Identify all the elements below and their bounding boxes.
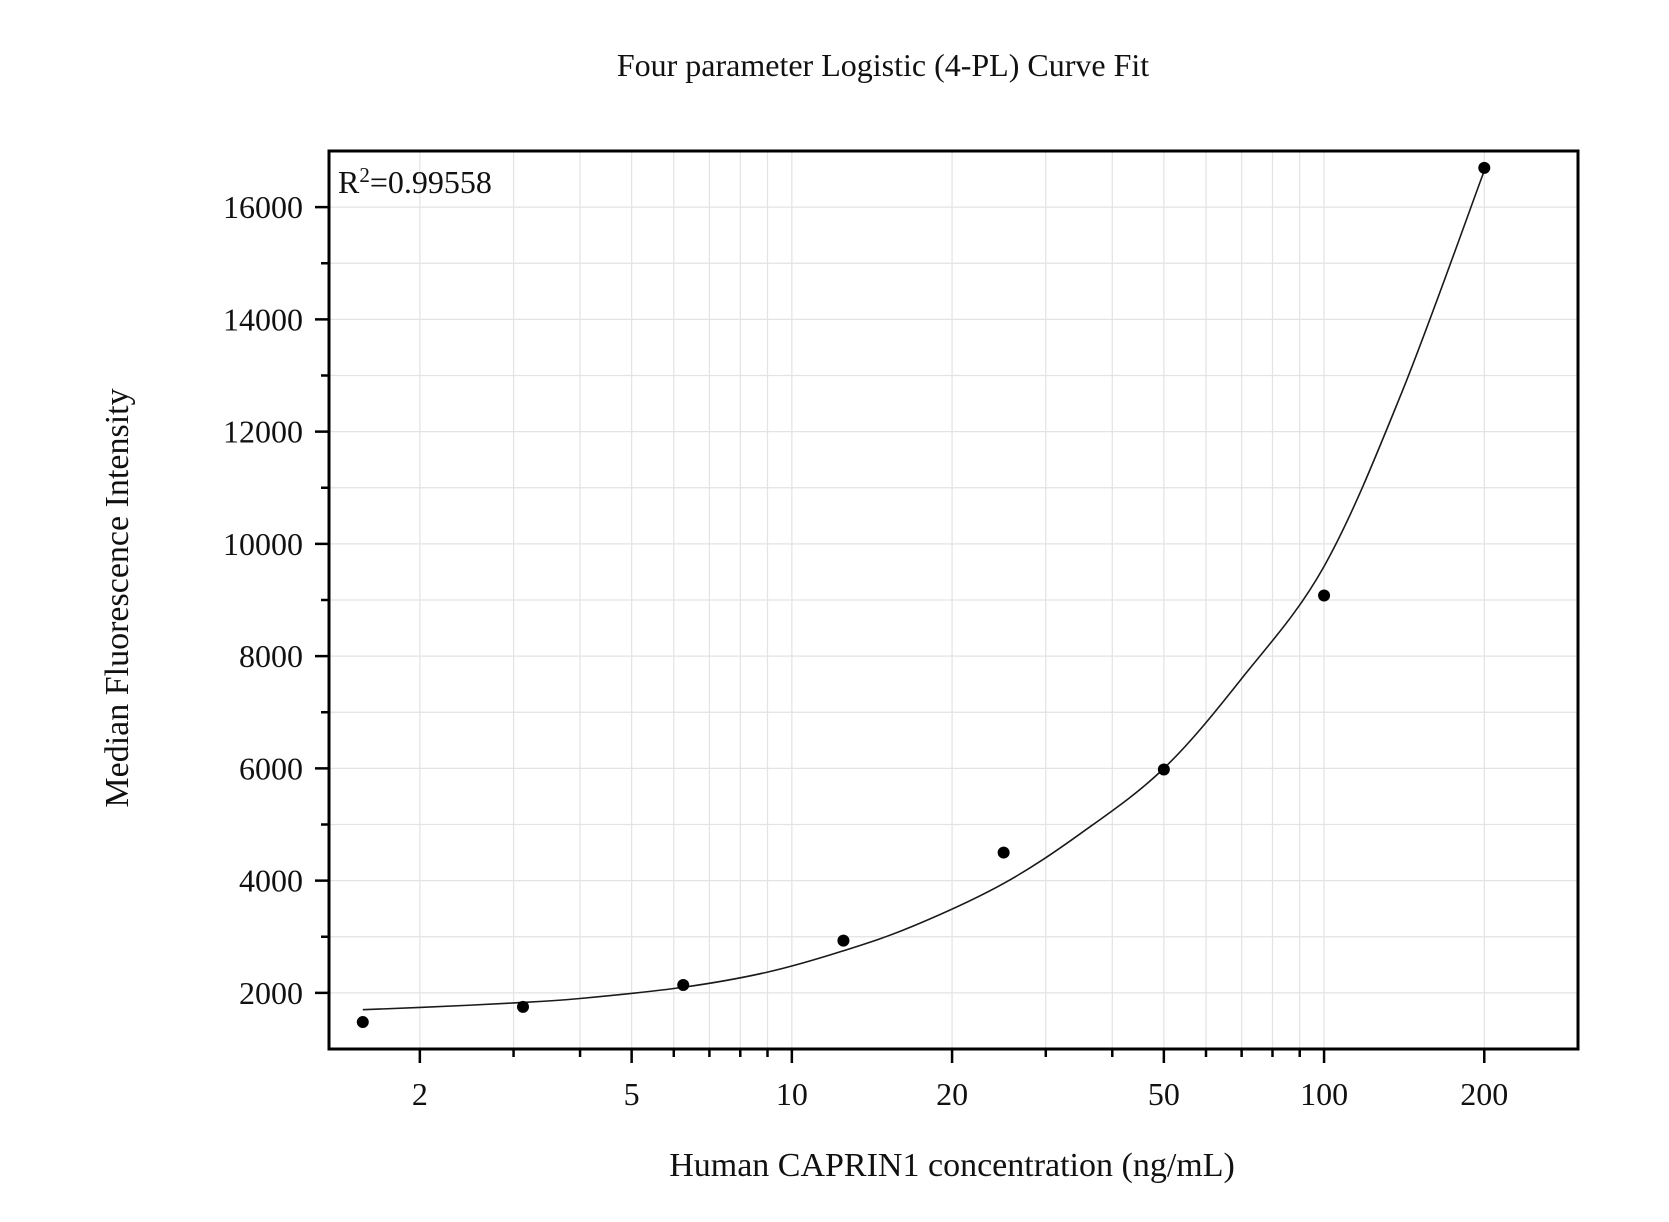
r-squared-exponent: 2	[359, 163, 370, 187]
x-axis-label: Human CAPRIN1 concentration (ng/mL)	[669, 1147, 1235, 1184]
y-tick-label: 6000	[239, 750, 303, 786]
y-tick-label: 12000	[223, 414, 303, 450]
data-point	[997, 846, 1010, 859]
x-tick-label: 50	[1148, 1076, 1180, 1112]
y-tick-label: 16000	[223, 189, 303, 225]
x-tick-label: 20	[936, 1076, 968, 1112]
y-tick-label: 14000	[223, 301, 303, 337]
data-point	[356, 1016, 369, 1029]
fit-curve-line	[362, 170, 1486, 1011]
x-tick-label: 200	[1460, 1076, 1508, 1112]
x-tick-label: 100	[1300, 1076, 1348, 1112]
x-tick-label: 2	[412, 1076, 428, 1112]
y-tick-label: 4000	[239, 863, 303, 899]
y-tick-label: 10000	[223, 526, 303, 562]
chart-title: Four parameter Logistic (4-PL) Curve Fit	[617, 47, 1149, 83]
r-squared-value: =0.99558	[370, 164, 492, 200]
data-point	[1478, 161, 1491, 174]
axis-ticks	[315, 205, 1486, 1063]
y-axis-tick-labels: 2000 4000 6000 8000 10000 12000 14000 16000	[223, 189, 303, 1011]
data-points	[356, 161, 1491, 1029]
data-point	[1157, 763, 1170, 776]
data-point	[517, 1000, 530, 1013]
x-axis-tick-labels: 2 5 10 20 50 100 200	[412, 1076, 1508, 1112]
x-tick-label: 10	[776, 1076, 808, 1112]
y-tick-label: 8000	[239, 638, 303, 674]
data-point	[1318, 589, 1331, 602]
x-tick-label: 5	[624, 1076, 640, 1112]
data-point	[677, 979, 690, 992]
r-squared-annotation: R2=0.99558	[338, 163, 492, 200]
grid-lines	[329, 151, 1578, 1049]
r-squared-base: R	[338, 164, 360, 200]
data-point	[837, 934, 850, 947]
y-tick-label: 2000	[239, 975, 303, 1011]
y-axis-label: Median Fluorescence Intensity	[99, 388, 136, 807]
